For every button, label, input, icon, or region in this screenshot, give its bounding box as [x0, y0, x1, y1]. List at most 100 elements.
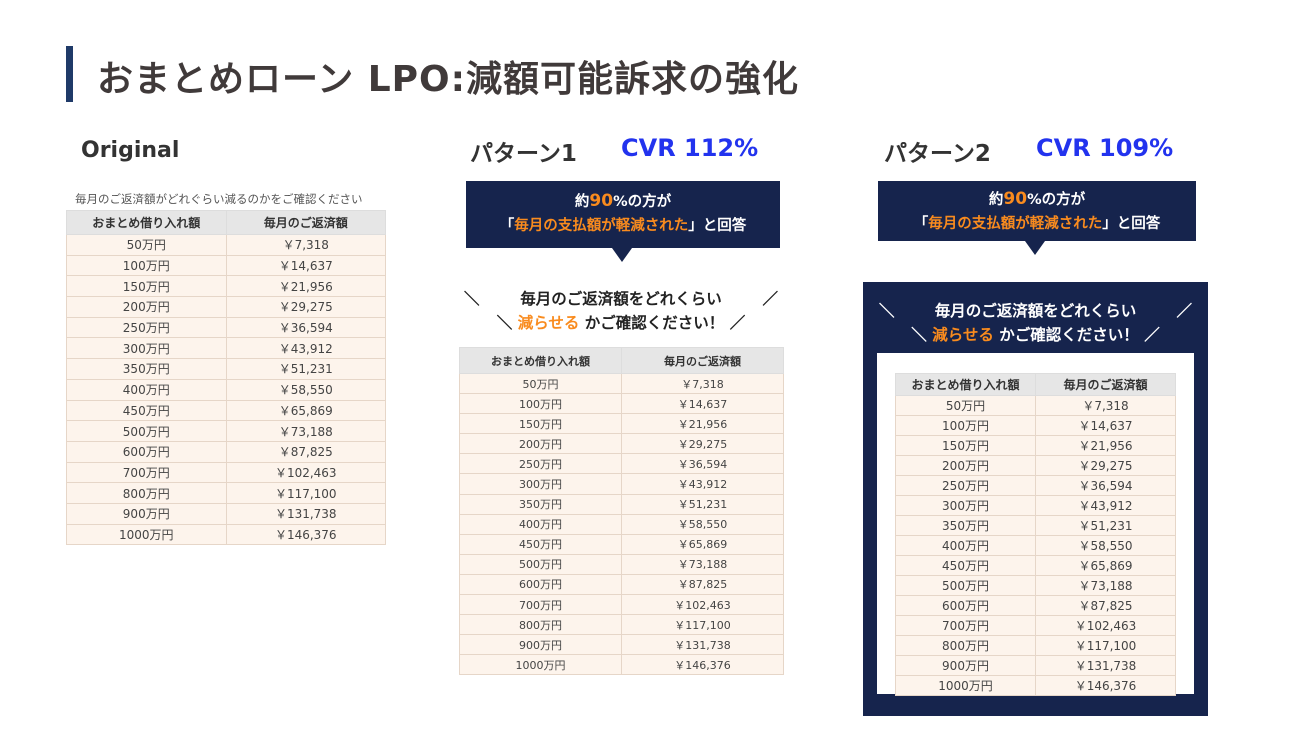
loan-amount-cell: 1000万円	[895, 675, 1036, 696]
monthly-payment-cell: ￥29,275	[1035, 455, 1176, 476]
table-row: 1000万円 ￥146,376	[895, 675, 1176, 696]
pattern2-cvr: CVR 109%	[1036, 134, 1174, 162]
loan-amount-cell: 450万円	[459, 533, 622, 555]
monthly-payment-cell: ￥29,275	[621, 433, 784, 455]
table-row: 250万円 ￥36,594	[895, 475, 1176, 496]
monthly-payment-cell: ￥36,594	[1035, 475, 1176, 496]
table-row: 50万円 ￥7,318	[459, 372, 784, 395]
table-header-row: おまとめ借り入れ額 毎月のご返済額	[895, 373, 1176, 396]
loan-amount-cell: 1000万円	[66, 523, 227, 546]
monthly-payment-cell: ￥146,376	[225, 523, 386, 546]
monthly-payment-cell: ￥87,825	[1035, 595, 1176, 616]
table-row: 350万円 ￥51,231	[895, 515, 1176, 536]
table-row: 300万円 ￥43,912	[459, 473, 784, 495]
monthly-payment-cell: ￥14,637	[1035, 415, 1176, 436]
table-row: 500万円 ￥73,188	[895, 575, 1176, 596]
banner-line2: 「毎月の支払額が軽減された」と回答	[913, 216, 1161, 232]
loan-amount-cell: 150万円	[459, 413, 622, 435]
table-row: 400万円 ￥58,550	[895, 535, 1176, 556]
table-row: 300万円 ￥43,912	[895, 495, 1176, 516]
loan-amount-cell: 300万円	[459, 473, 622, 495]
loan-amount-cell: 700万円	[66, 461, 227, 484]
monthly-payment-cell: ￥146,376	[1035, 675, 1176, 696]
loan-amount-cell: 900万円	[66, 502, 227, 525]
monthly-payment-cell: ￥21,956	[621, 413, 784, 435]
monthly-payment-cell: ￥131,738	[1035, 655, 1176, 676]
loan-amount-cell: 700万円	[459, 594, 622, 616]
monthly-payment-cell: ￥146,376	[621, 654, 784, 676]
cta-line2: ＼ 減らせる かご確認ください！ ／	[911, 326, 1160, 344]
monthly-payment-cell: ￥131,738	[621, 634, 784, 656]
cta-line1: ＼ 毎月のご返済額をどれくらい ／	[464, 290, 778, 308]
table-row: 700万円 ￥102,463	[459, 594, 784, 616]
table-row: 250万円 ￥36,594	[66, 316, 386, 339]
loan-amount-cell: 1000万円	[459, 654, 622, 676]
monthly-payment-cell: ￥51,231	[1035, 515, 1176, 536]
pattern1-banner-pointer	[612, 248, 632, 262]
table-row: 450万円 ￥65,869	[895, 555, 1176, 576]
table-row: 600万円 ￥87,825	[459, 573, 784, 596]
loan-amount-cell: 900万円	[459, 634, 622, 656]
loan-amount-cell: 250万円	[459, 453, 622, 475]
cta-line1: ＼ 毎月のご返済額をどれくらい ／	[879, 302, 1192, 320]
monthly-payment-cell: ￥29,275	[225, 296, 386, 318]
monthly-payment-cell: ￥51,231	[225, 358, 386, 380]
table-row: 800万円 ￥117,100	[459, 614, 784, 636]
loan-amount-cell: 400万円	[895, 535, 1036, 556]
table-row: 50万円 ￥7,318	[895, 395, 1176, 416]
monthly-payment-cell: ￥131,738	[225, 502, 386, 525]
loan-amount-cell: 150万円	[895, 435, 1036, 456]
loan-amount-cell: 600万円	[895, 595, 1036, 616]
loan-amount-cell: 800万円	[459, 614, 622, 636]
table-row: 350万円 ￥51,231	[459, 493, 784, 515]
pattern2-rate-table: おまとめ借り入れ額 毎月のご返済額 50万円 ￥7,318 100万円 ￥14,637 15…	[895, 373, 1176, 696]
monthly-payment-cell: ￥102,463	[621, 594, 784, 616]
monthly-payment-cell: ￥58,550	[1035, 535, 1176, 556]
monthly-payment-cell: ￥117,100	[225, 482, 386, 504]
monthly-payment-cell: ￥58,550	[621, 513, 784, 535]
loan-amount-cell: 600万円	[66, 440, 227, 463]
table-header-row: おまとめ借り入れ額 毎月のご返済額	[66, 210, 386, 235]
monthly-payment-cell: ￥87,825	[621, 573, 784, 596]
monthly-payment-cell: ￥36,594	[225, 316, 386, 339]
pattern1-survey-banner: 約90%の方が 「毎月の支払額が軽減された」と回答	[466, 181, 780, 248]
loan-amount-cell: 200万円	[66, 296, 227, 318]
column-header: 毎月のご返済額	[621, 347, 784, 374]
column-header: 毎月のご返済額	[225, 210, 386, 235]
loan-amount-cell: 400万円	[66, 378, 227, 401]
table-row: 900万円 ￥131,738	[66, 502, 386, 525]
monthly-payment-cell: ￥58,550	[225, 378, 386, 401]
table-row: 1000万円 ￥146,376	[459, 654, 784, 676]
loan-amount-cell: 250万円	[66, 316, 227, 339]
loan-amount-cell: 600万円	[459, 573, 622, 596]
loan-amount-cell: 250万円	[895, 475, 1036, 496]
loan-amount-cell: 700万円	[895, 615, 1036, 636]
monthly-payment-cell: ￥43,912	[225, 337, 386, 360]
column-header: おまとめ借り入れ額	[66, 210, 227, 235]
loan-amount-cell: 450万円	[895, 555, 1036, 576]
pattern1-cta-heading: ＼ 毎月のご返済額をどれくらい ／ ＼ 減らせる かご確認ください！ ／	[458, 287, 784, 335]
loan-amount-cell: 350万円	[459, 493, 622, 515]
monthly-payment-cell: ￥117,100	[1035, 635, 1176, 656]
banner-line2: 「毎月の支払額が軽減された」と回答	[499, 218, 747, 234]
title-accent-bar	[66, 46, 73, 102]
table-row: 1000万円 ￥146,376	[66, 523, 386, 546]
column-header: おまとめ借り入れ額	[895, 373, 1036, 396]
loan-amount-cell: 50万円	[66, 234, 227, 256]
monthly-payment-cell: ￥7,318	[1035, 395, 1176, 416]
loan-amount-cell: 900万円	[895, 655, 1036, 676]
monthly-payment-cell: ￥102,463	[1035, 615, 1176, 636]
loan-amount-cell: 200万円	[459, 433, 622, 455]
table-row: 100万円 ￥14,637	[66, 254, 386, 277]
monthly-payment-cell: ￥65,869	[1035, 555, 1176, 576]
monthly-payment-cell: ￥73,188	[225, 420, 386, 442]
pattern2-cta-heading: ＼ 毎月のご返済額をどれくらい ／ ＼ 減らせる かご確認ください！ ／	[863, 299, 1208, 347]
monthly-payment-cell: ￥73,188	[1035, 575, 1176, 596]
table-row: 300万円 ￥43,912	[66, 337, 386, 360]
original-caption: 毎月のご返済額がどれぐらい減るのかをご確認ください	[75, 192, 363, 206]
monthly-payment-cell: ￥73,188	[621, 553, 784, 575]
table-row: 900万円 ￥131,738	[459, 634, 784, 656]
pattern2-heading: パターン2	[884, 141, 991, 167]
monthly-payment-cell: ￥65,869	[225, 399, 386, 422]
pattern2-banner-pointer	[1025, 241, 1045, 255]
